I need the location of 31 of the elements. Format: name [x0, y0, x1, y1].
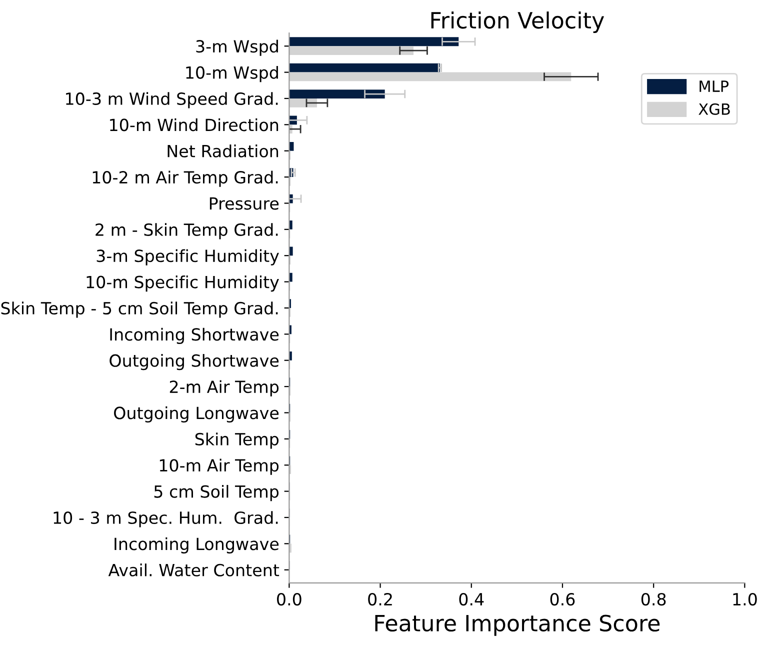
y-tick-label: 3-m Specific Humidity: [96, 249, 279, 266]
y-tick-label: Skin Temp: [195, 432, 279, 449]
y-tick-label: 10 - 3 m Spec. Hum. Grad.: [54, 511, 278, 528]
y-tick-label: Skin Temp - 5 cm Soil Temp Grad.: [1, 302, 278, 318]
y-tick-label: Incoming Shortwave: [110, 328, 279, 344]
y-tick-label: 5 cm Soil Temp: [154, 484, 279, 502]
y-tick-label: 3-m Wspd: [196, 40, 278, 56]
legend-label: MLP: [700, 80, 729, 92]
x-tick-label: 0.4: [459, 592, 484, 606]
y-tick-label: Avail. Water Content: [108, 564, 280, 576]
y-tick-label: 10-m Specific Humidity: [86, 275, 279, 292]
x-tick-label: 0.2: [368, 592, 392, 606]
y-tick-label: Incoming Longwave: [114, 537, 279, 554]
y-tick-label: 10-m Wspd: [186, 66, 278, 82]
x-tick-label: 0.6: [550, 592, 575, 606]
x-tick-label: 0.0: [277, 592, 302, 606]
x-tick-label: 0.8: [641, 592, 666, 606]
y-tick-label: 10-2 m Air Temp Grad.: [92, 170, 278, 187]
y-tick-label: 10-3 m Wind Speed Grad.: [66, 92, 278, 108]
y-tick-label: Net Radiation: [168, 144, 278, 158]
chart-title: Friction Velocity: [431, 11, 604, 33]
y-tick-label: Pressure: [210, 197, 279, 210]
legend-label: XGB: [698, 103, 730, 115]
x-tick-label: 1.0: [733, 592, 757, 606]
y-tick-label: 10-m Air Temp: [160, 458, 279, 475]
y-tick-label: 2 m - Skin Temp Grad.: [96, 223, 278, 240]
y-tick-label: Outgoing Shortwave: [110, 354, 279, 370]
y-tick-label: Outgoing Longwave: [114, 406, 279, 423]
y-tick-label: 10-m Wind Direction: [110, 118, 278, 132]
y-tick-label: 2-m Air Temp: [170, 380, 279, 396]
x-axis-title: Feature Importance Score: [375, 614, 660, 636]
